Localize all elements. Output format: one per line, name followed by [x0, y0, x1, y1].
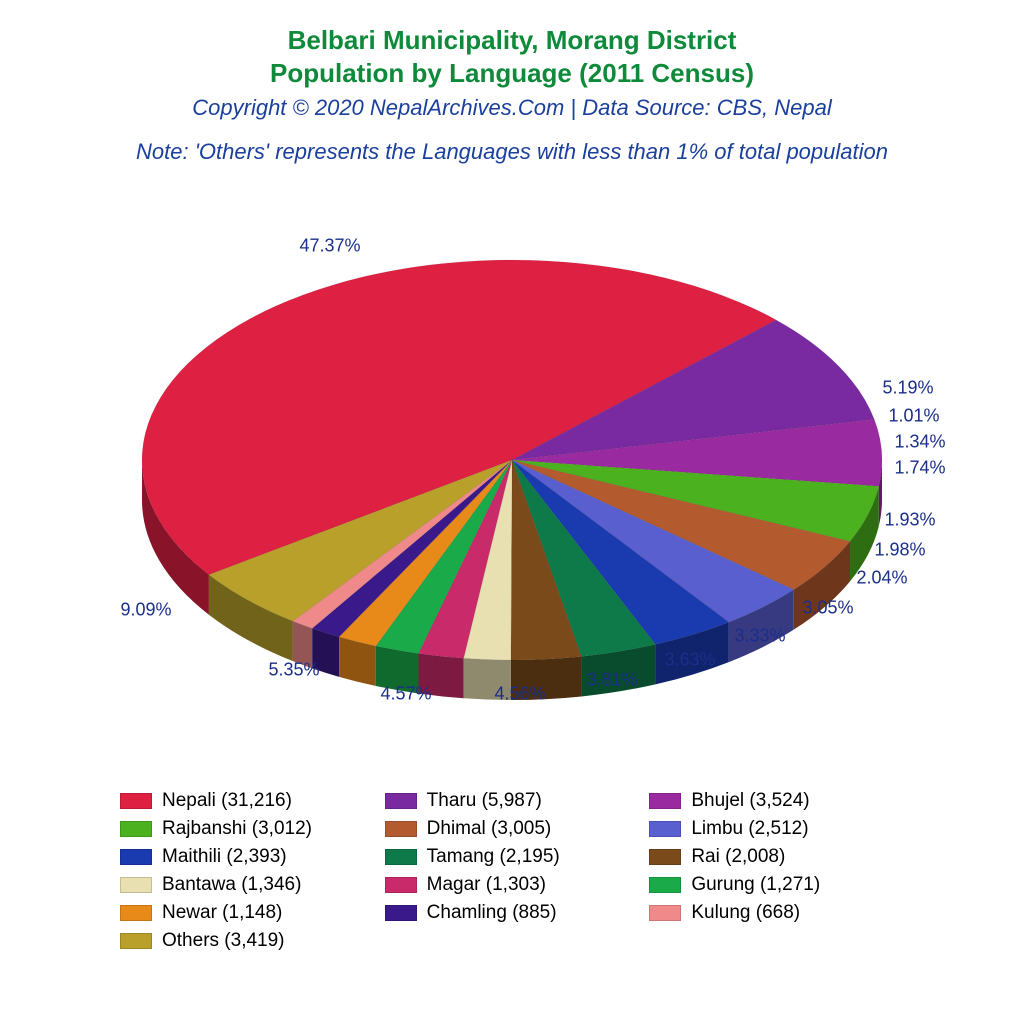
- legend-label: Bantawa (1,346): [162, 874, 301, 896]
- legend-label: Maithili (2,393): [162, 846, 287, 868]
- legend-item: Gurung (1,271): [649, 874, 904, 896]
- legend-swatch: [649, 793, 681, 809]
- pie-chart-area: 47.37% 9.09% 5.35% 4.57% 4.56% 3.81% 3.63% 3.33…: [0, 180, 1024, 740]
- legend-item: Tharu (5,987): [385, 790, 640, 812]
- pie-pct-label: 4.56%: [494, 684, 545, 705]
- legend-item: Limbu (2,512): [649, 818, 904, 840]
- legend-swatch: [120, 933, 152, 949]
- pie-pct-label: 3.63%: [664, 650, 715, 671]
- legend-item: Tamang (2,195): [385, 846, 640, 868]
- legend-item: Rajbanshi (3,012): [120, 818, 375, 840]
- pie-pct-label: 2.04%: [856, 568, 907, 589]
- legend-label: Magar (1,303): [427, 874, 546, 896]
- legend-label: Limbu (2,512): [691, 818, 808, 840]
- chart-title-line2: Population by Language (2011 Census): [0, 57, 1024, 90]
- legend-swatch: [385, 877, 417, 893]
- legend-label: Kulung (668): [691, 902, 800, 924]
- legend-label: Nepali (31,216): [162, 790, 292, 812]
- legend-swatch: [385, 821, 417, 837]
- legend-swatch: [120, 905, 152, 921]
- pie-pct-label: 47.37%: [299, 236, 360, 257]
- pie-pct-label: 1.34%: [894, 432, 945, 453]
- legend-item: Dhimal (3,005): [385, 818, 640, 840]
- legend-item: Others (3,419): [120, 930, 375, 952]
- legend-label: Dhimal (3,005): [427, 818, 552, 840]
- pie-pct-label: 3.33%: [734, 626, 785, 647]
- legend-swatch: [120, 877, 152, 893]
- pie-pct-label: 1.98%: [874, 540, 925, 561]
- pie-pct-label: 5.19%: [882, 378, 933, 399]
- pie-pct-label: 3.05%: [802, 598, 853, 619]
- chart-note: Note: 'Others' represents the Languages …: [0, 139, 1024, 165]
- chart-title-line1: Belbari Municipality, Morang District: [0, 24, 1024, 57]
- pie-pct-label: 1.74%: [894, 458, 945, 479]
- legend-label: Others (3,419): [162, 930, 285, 952]
- pie-pct-label: 4.57%: [380, 684, 431, 705]
- chart-copyright: Copyright © 2020 NepalArchives.Com | Dat…: [0, 95, 1024, 121]
- legend-swatch: [649, 877, 681, 893]
- legend-item: Chamling (885): [385, 902, 640, 924]
- legend-swatch: [649, 905, 681, 921]
- legend-swatch: [120, 849, 152, 865]
- legend-label: Chamling (885): [427, 902, 557, 924]
- legend-swatch: [385, 793, 417, 809]
- legend-label: Tharu (5,987): [427, 790, 542, 812]
- legend-item: Newar (1,148): [120, 902, 375, 924]
- legend-swatch: [649, 849, 681, 865]
- legend-swatch: [385, 849, 417, 865]
- legend-swatch: [120, 821, 152, 837]
- pie-pct-label: 5.35%: [268, 660, 319, 681]
- pie-pct-label: 1.93%: [884, 510, 935, 531]
- legend-label: Rajbanshi (3,012): [162, 818, 312, 840]
- pie-pct-label: 3.81%: [586, 670, 637, 691]
- legend-item: Kulung (668): [649, 902, 904, 924]
- pie-chart-svg: [0, 180, 1024, 740]
- legend-item: Nepali (31,216): [120, 790, 375, 812]
- legend-item: Bhujel (3,524): [649, 790, 904, 812]
- pie-pct-label: 9.09%: [120, 600, 171, 621]
- legend-label: Gurung (1,271): [691, 874, 820, 896]
- legend-item: Maithili (2,393): [120, 846, 375, 868]
- chart-header: Belbari Municipality, Morang District Po…: [0, 0, 1024, 165]
- legend-swatch: [385, 905, 417, 921]
- legend-item: Bantawa (1,346): [120, 874, 375, 896]
- legend-swatch: [649, 821, 681, 837]
- legend-item: Rai (2,008): [649, 846, 904, 868]
- legend-label: Newar (1,148): [162, 902, 282, 924]
- chart-legend: Nepali (31,216) Tharu (5,987) Bhujel (3,52…: [120, 790, 904, 952]
- legend-label: Rai (2,008): [691, 846, 785, 868]
- legend-item: Magar (1,303): [385, 874, 640, 896]
- pie-pct-label: 1.01%: [888, 406, 939, 427]
- legend-label: Bhujel (3,524): [691, 790, 809, 812]
- legend-swatch: [120, 793, 152, 809]
- legend-label: Tamang (2,195): [427, 846, 560, 868]
